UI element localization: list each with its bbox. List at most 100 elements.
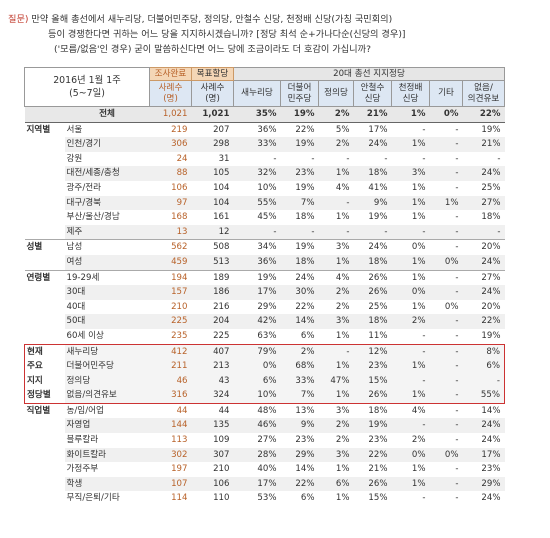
- value-cell: -: [429, 359, 463, 374]
- value-cell: 30%: [280, 285, 319, 300]
- value-cell: -: [462, 224, 505, 240]
- group-label: 연령별: [24, 269, 65, 344]
- question-line-3: ('모름/없음'인 경우) 굳이 말씀하신다면 어느 당에 조금이라도 더 호감…: [54, 44, 371, 55]
- value-cell: -: [280, 224, 319, 240]
- row-label: 자영업: [64, 418, 150, 434]
- value-cell: 0%: [429, 106, 463, 123]
- table-row: 대전/세종/충청 88 105 32% 23% 1% 18% 3% -24%: [25, 166, 505, 181]
- value-cell: 35%: [233, 106, 281, 123]
- sample-target-cell: 189: [191, 269, 234, 286]
- value-cell: 27%: [257, 435, 277, 446]
- value-cell: 6%: [233, 373, 281, 389]
- sample-target-cell: 135: [191, 418, 234, 434]
- value-cell: 22%: [295, 124, 315, 135]
- value-cell: 3%: [318, 239, 354, 255]
- value-cell: 1%: [391, 359, 430, 374]
- table-row: 제주 13 12- - - - - - -: [25, 224, 505, 240]
- table-row: 30대 157 186 17% 30% 2% 26% 0% -24%: [25, 285, 505, 300]
- value-cell: 18%: [353, 402, 392, 419]
- value-cell: 68%: [280, 359, 319, 374]
- value-cell: -: [429, 137, 463, 152]
- sample-done-cell: 459: [149, 254, 192, 271]
- sample-done-cell: 197: [171, 464, 188, 475]
- value-cell: 19%: [295, 182, 315, 193]
- period-sub-label: (5~7일): [69, 88, 105, 99]
- value-cell: -: [455, 153, 459, 164]
- value-cell: 1%: [391, 269, 430, 286]
- value-cell: -: [422, 330, 426, 341]
- value-cell: -: [422, 153, 426, 164]
- value-cell: 6%: [462, 359, 505, 374]
- sample-done-cell: 114: [171, 493, 188, 504]
- value-cell: 2%: [411, 435, 426, 446]
- total-label: 전체: [64, 106, 150, 123]
- table-row: 50대 225 204 42% 14% 3% 18% 2% -22%: [25, 314, 505, 329]
- value-cell: 0%: [429, 447, 463, 463]
- value-cell: 18%: [280, 254, 319, 271]
- value-cell: -: [311, 153, 315, 164]
- value-cell: 2%: [318, 285, 354, 300]
- value-cell: 18%: [353, 314, 392, 329]
- value-cell: 23%: [280, 166, 319, 181]
- sample-target-cell: 207: [213, 124, 230, 135]
- table-row: 강원 24 31 - - - - - - -: [25, 152, 505, 167]
- sample-target-cell: 324: [191, 388, 234, 404]
- value-cell: -: [455, 464, 459, 475]
- table-row: 더불어민주당 211 213 0% 68% 1% 23% 1% -6%: [25, 359, 505, 374]
- value-cell: 33%: [233, 137, 281, 152]
- value-cell: 8%: [462, 343, 505, 360]
- value-cell: 1%: [411, 301, 426, 312]
- sample-target-cell: 12: [191, 224, 234, 240]
- value-cell: 1%: [411, 464, 426, 475]
- value-cell: 22%: [462, 314, 505, 329]
- value-cell: -: [429, 166, 463, 181]
- value-cell: 17%: [233, 476, 281, 492]
- value-cell: 19%: [280, 137, 319, 152]
- value-cell: 3%: [318, 447, 354, 463]
- value-cell: 4%: [391, 402, 430, 419]
- value-cell: 2%: [335, 301, 350, 312]
- value-cell: 19%: [481, 330, 501, 341]
- question-label: 질문): [8, 14, 29, 25]
- sample-target-cell: 110: [213, 493, 230, 504]
- value-cell: -: [429, 388, 463, 404]
- sample-done-cell: 211: [149, 359, 192, 374]
- value-cell: 26%: [353, 388, 392, 404]
- table-row: 60세 이상 235 225 63% 6% 1% 11% - - 19%: [25, 329, 505, 344]
- value-cell: 1%: [335, 330, 350, 341]
- row-label: 가정주부: [66, 464, 99, 475]
- value-cell: 23%: [295, 435, 315, 446]
- sample-done-cell: 107: [149, 476, 192, 492]
- value-cell: 1%: [318, 359, 354, 374]
- value-cell: 21%: [462, 137, 505, 152]
- value-cell: 10%: [233, 388, 281, 404]
- row-label: 30대: [64, 285, 150, 300]
- value-cell: 0%: [444, 301, 459, 312]
- value-cell: 33%: [280, 373, 319, 389]
- value-cell: 23%: [353, 359, 392, 374]
- sample-done-cell: 24: [176, 153, 188, 164]
- table-row: 인천/경기 306 298 33% 19% 2% 24% 1% -21%: [25, 137, 505, 152]
- sample-target-cell: 105: [191, 166, 234, 181]
- value-cell: 5%: [335, 124, 350, 135]
- value-cell: -: [455, 493, 459, 504]
- value-cell: -: [273, 153, 277, 164]
- value-cell: 17%: [462, 447, 505, 463]
- sample-target-cell: 104: [213, 182, 230, 193]
- value-cell: -: [233, 224, 281, 240]
- value-cell: 17%: [233, 285, 281, 300]
- value-cell: 3%: [318, 402, 354, 419]
- value-cell: 24%: [353, 137, 392, 152]
- value-cell: 1%: [391, 195, 430, 211]
- table-row: 정의당 46 43 6% 33% 47% 15% - - -: [25, 373, 505, 389]
- value-cell: 9%: [280, 418, 319, 434]
- value-cell: -: [391, 343, 430, 360]
- row-label: 없음/의견유보: [64, 388, 150, 404]
- value-cell: 13%: [280, 402, 319, 419]
- sample-target-cell: 216: [213, 301, 230, 312]
- sample-done-cell: 210: [171, 301, 188, 312]
- sample-done-cell: 44: [149, 402, 192, 419]
- value-cell: 27%: [462, 269, 505, 286]
- value-cell: 2%: [280, 343, 319, 360]
- party-header: 없음/의견유보: [462, 80, 505, 107]
